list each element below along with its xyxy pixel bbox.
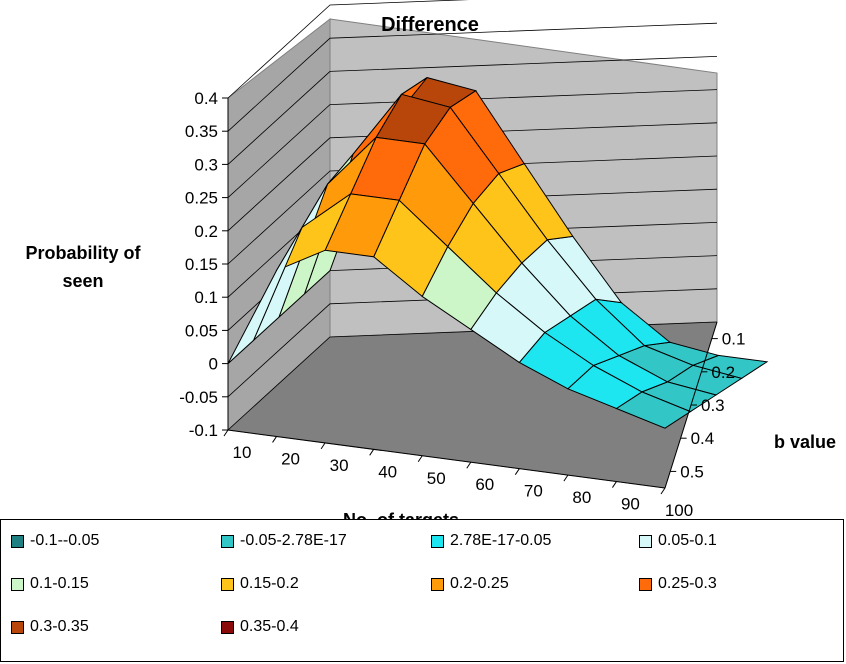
x-tick-label: 100	[665, 501, 693, 519]
legend-swatch	[221, 621, 234, 634]
legend-label: -0.05-2.78E-17	[240, 532, 347, 550]
chart-title: Difference	[381, 14, 479, 36]
x-tick-mark	[370, 449, 374, 455]
legend-label: 0.2-0.25	[450, 575, 509, 593]
legend-label: 2.78E-17-0.05	[450, 532, 551, 550]
legend-swatch	[431, 535, 444, 548]
x-tick-label: 50	[427, 469, 446, 488]
legend-item: 0.2-0.25	[431, 575, 509, 593]
y-ticks: -0.1 -0.05 0 0.05 0.1 0.15 0.2 0.25 0.3 0.35 0.4	[179, 89, 228, 440]
legend-item: 0.3-0.35	[11, 618, 89, 636]
legend-label: 0.35-0.4	[240, 618, 299, 636]
y-tick-label: 0.15	[185, 255, 218, 274]
z-tick-label: 0.4	[691, 429, 715, 448]
x-tick-label: 10	[233, 443, 252, 462]
x-tick-label: 90	[621, 495, 640, 514]
surface-chart: -0.1 -0.05 0 0.05 0.1 0.15 0.2 0.25 0.3 0.35 0.4 1…	[0, 0, 846, 519]
legend-swatch	[221, 535, 234, 548]
legend-label: 0.05-0.1	[658, 532, 717, 550]
z-tick-label: 0.2	[711, 363, 735, 382]
x-axis-label: No. of targets	[343, 510, 459, 519]
x-tick-mark	[661, 488, 665, 494]
legend-swatch	[11, 621, 24, 634]
z-tick-label: 0.1	[722, 330, 746, 349]
y-axis-label: Probability of seen	[25, 243, 141, 291]
x-tick-mark	[467, 462, 471, 468]
legend-label: 0.3-0.35	[30, 618, 89, 636]
legend-swatch	[11, 578, 24, 591]
legend-swatch	[431, 578, 444, 591]
legend-item: -0.1--0.05	[11, 532, 99, 550]
z-tick-label: 0.5	[680, 462, 704, 481]
y-tick-label: -0.05	[179, 388, 218, 407]
x-tick-mark	[321, 443, 325, 449]
y-tick-label: -0.1	[189, 421, 218, 440]
y-tick-label: 0.25	[185, 189, 218, 208]
x-tick-label: 70	[524, 482, 543, 501]
x-tick-mark	[224, 430, 228, 436]
x-tick-mark	[273, 436, 277, 442]
x-tick-label: 60	[475, 475, 494, 494]
y-tick-label: 0.1	[194, 288, 218, 307]
x-tick-label: 80	[572, 488, 591, 507]
z-axis-label: b value	[774, 432, 836, 452]
legend-swatch	[11, 535, 24, 548]
x-tick-mark	[418, 456, 422, 462]
legend-item: 0.35-0.4	[221, 618, 299, 636]
x-tick-mark	[612, 482, 616, 488]
y-tick-label: 0.05	[185, 321, 218, 340]
x-tick-label: 40	[378, 462, 397, 481]
x-tick-mark	[564, 475, 568, 481]
y-tick-label: 0.2	[194, 222, 218, 241]
legend-item: 0.15-0.2	[221, 575, 299, 593]
legend: -0.1--0.05 -0.05-2.78E-17 2.78E-17-0.05 0.0…	[0, 519, 844, 662]
y-tick-label: 0.35	[185, 122, 218, 141]
z-tick-label: 0.3	[701, 396, 725, 415]
x-tick-label: 20	[281, 449, 300, 468]
legend-item: 0.1-0.15	[11, 575, 89, 593]
legend-label: -0.1--0.05	[30, 532, 99, 550]
y-tick-label: 0	[209, 355, 218, 374]
x-tick-mark	[515, 469, 519, 475]
y-tick-label: 0.4	[194, 89, 218, 108]
legend-item: 0.05-0.1	[639, 532, 717, 550]
legend-label: 0.25-0.3	[658, 575, 717, 593]
legend-label: 0.1-0.15	[30, 575, 89, 593]
legend-item: 0.25-0.3	[639, 575, 717, 593]
legend-swatch	[639, 578, 652, 591]
legend-item: 2.78E-17-0.05	[431, 532, 551, 550]
legend-swatch	[221, 578, 234, 591]
legend-item: -0.05-2.78E-17	[221, 532, 347, 550]
y-tick-label: 0.3	[194, 155, 218, 174]
legend-swatch	[639, 535, 652, 548]
x-tick-label: 30	[330, 456, 349, 475]
legend-label: 0.15-0.2	[240, 575, 299, 593]
